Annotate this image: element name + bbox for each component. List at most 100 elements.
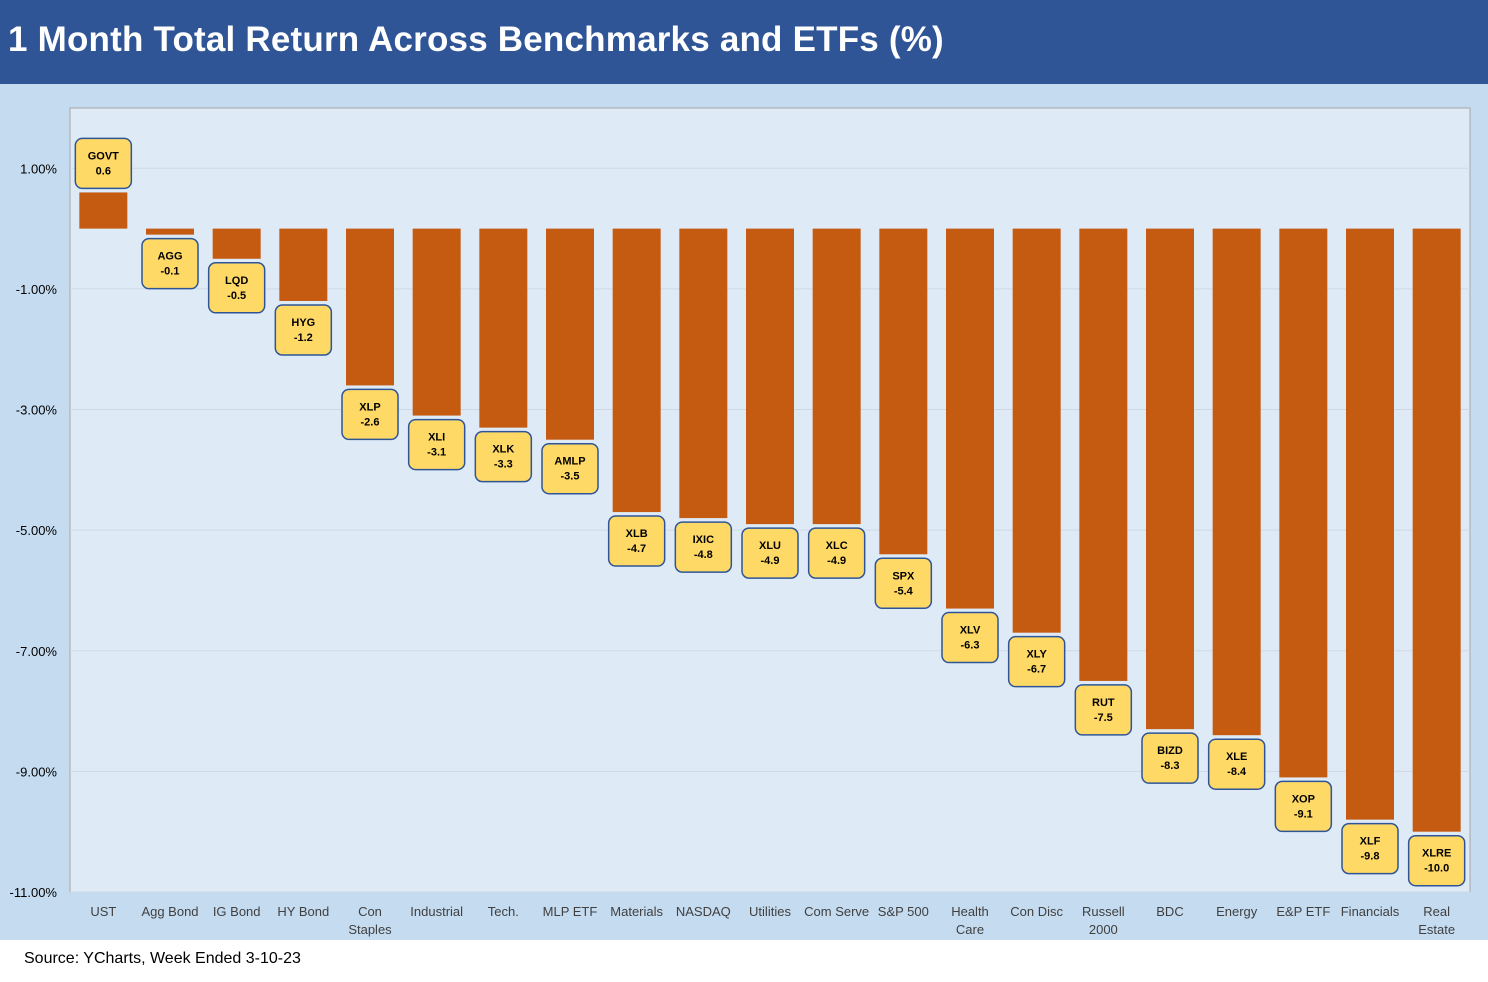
x-category-label: NASDAQ	[676, 904, 731, 919]
data-label-value: -3.5	[561, 471, 580, 483]
bar	[146, 228, 194, 235]
bar	[612, 228, 661, 513]
data-label-value: -6.7	[1027, 664, 1046, 676]
x-category-label: Tech.	[488, 904, 519, 919]
bar	[1212, 228, 1261, 736]
bar	[412, 228, 461, 416]
data-label-box	[74, 137, 133, 190]
x-category-label: BDC	[1156, 904, 1183, 919]
data-label-ticker: XLP	[359, 401, 380, 413]
bar	[1346, 228, 1394, 820]
data-label-box	[874, 557, 933, 610]
x-category-label: Estate	[1418, 922, 1455, 937]
data-label-ticker: XLRE	[1422, 848, 1451, 860]
bar	[346, 228, 394, 386]
x-category-label: Com Serve	[804, 904, 869, 919]
data-label-ticker: XLC	[826, 540, 848, 552]
data-label-ticker: LQD	[225, 275, 248, 287]
data-label-box	[1007, 635, 1066, 688]
data-label-ticker: RUT	[1092, 697, 1115, 709]
data-label-box	[1407, 834, 1466, 887]
data-label-box	[341, 388, 399, 441]
data-label-box	[741, 527, 799, 579]
data-label-ticker: AGG	[157, 251, 182, 263]
x-category-label: Con Disc	[1010, 904, 1063, 919]
data-label-ticker: XLU	[759, 540, 781, 552]
data-label-value: -4.9	[761, 555, 780, 567]
x-category-label: 2000	[1089, 922, 1118, 937]
x-category-label: Real	[1423, 904, 1450, 919]
data-label-value: -6.3	[961, 640, 980, 652]
x-category-label: Russell	[1082, 904, 1125, 919]
title-bar: 1 Month Total Return Across Benchmarks a…	[0, 0, 1488, 84]
data-label-box	[1274, 780, 1333, 833]
data-label-ticker: XLY	[1026, 649, 1047, 661]
data-label-value: -8.3	[1161, 760, 1180, 772]
data-label-value: -3.3	[494, 459, 513, 471]
data-label-box	[1074, 684, 1133, 736]
data-label-box	[1341, 822, 1399, 875]
data-label-box	[541, 442, 599, 495]
data-label-value: -1.2	[294, 332, 313, 344]
x-category-label: Industrial	[410, 904, 463, 919]
data-label-value: 0.6	[96, 165, 111, 177]
data-label-value: -9.1	[1294, 808, 1313, 820]
bar	[79, 192, 128, 229]
data-label-ticker: XLF	[1360, 836, 1381, 848]
data-label-value: -4.9	[827, 555, 846, 567]
x-category-label: Con	[358, 904, 382, 919]
x-category-label: MLP ETF	[543, 904, 598, 919]
data-label-box	[941, 611, 999, 664]
data-label-box	[807, 527, 866, 579]
data-label-value: -0.1	[161, 266, 180, 278]
data-label-value: -0.5	[227, 290, 246, 302]
data-label-box	[474, 430, 533, 483]
bar	[746, 228, 794, 525]
data-label-ticker: XLB	[626, 528, 648, 540]
data-label-ticker: GOVT	[88, 150, 119, 162]
bar	[1012, 228, 1061, 633]
bar	[479, 228, 528, 428]
chart-title: 1 Month Total Return Across Benchmarks a…	[8, 20, 944, 59]
x-category-label: Materials	[610, 904, 663, 919]
bar	[1279, 228, 1328, 778]
data-label-value: -7.5	[1094, 712, 1113, 724]
data-label-value: -2.6	[361, 416, 380, 428]
bar	[546, 228, 594, 440]
data-label-box	[674, 521, 733, 573]
x-category-label: Agg Bond	[141, 904, 198, 919]
data-label-box	[141, 237, 199, 290]
data-label-ticker: XLE	[1226, 751, 1247, 763]
x-category-label: UST	[90, 904, 116, 919]
data-label-ticker: XLV	[960, 625, 981, 637]
x-category-label: Care	[956, 922, 984, 937]
bar	[1146, 228, 1194, 730]
bar	[212, 228, 261, 259]
data-label-box	[274, 304, 333, 356]
y-tick-label: -11.00%	[10, 885, 58, 900]
y-tick-label: -7.00%	[16, 644, 58, 659]
y-tick-label: 1.00%	[20, 161, 57, 176]
x-category-label: IG Bond	[213, 904, 261, 919]
data-label-value: -4.8	[694, 549, 713, 561]
source-note: Source: YCharts, Week Ended 3-10-23	[24, 950, 301, 967]
data-label-box	[607, 515, 666, 567]
y-tick-label: -3.00%	[16, 403, 58, 418]
data-label-ticker: XOP	[1292, 793, 1315, 805]
data-label-ticker: SPX	[892, 570, 915, 582]
data-label-box	[207, 262, 266, 314]
bar	[679, 228, 728, 519]
bar	[1412, 228, 1461, 832]
bar	[946, 228, 994, 609]
bar	[279, 228, 328, 301]
y-tick-label: -9.00%	[16, 764, 58, 779]
bar	[879, 228, 928, 555]
y-tick-label: -1.00%	[16, 282, 58, 297]
data-label-ticker: AMLP	[554, 456, 585, 468]
data-label-ticker: HYG	[291, 317, 315, 329]
x-category-label: E&P ETF	[1276, 904, 1330, 919]
data-label-ticker: XLK	[492, 444, 514, 456]
data-label-value: -3.1	[427, 447, 446, 459]
y-tick-label: -5.00%	[16, 523, 58, 538]
